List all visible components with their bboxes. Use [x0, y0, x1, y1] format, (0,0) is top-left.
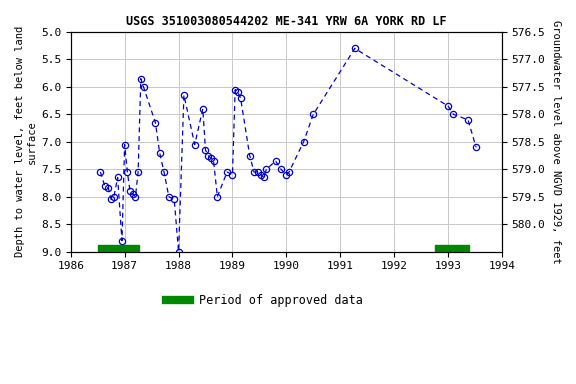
Y-axis label: Groundwater level above NGVD 1929, feet: Groundwater level above NGVD 1929, feet	[551, 20, 561, 264]
Title: USGS 351003080544202 ME-341 YRW 6A YORK RD LF: USGS 351003080544202 ME-341 YRW 6A YORK …	[126, 15, 446, 28]
Bar	[98, 245, 139, 252]
Bar	[435, 245, 468, 252]
Legend: Period of approved data: Period of approved data	[162, 289, 368, 312]
Y-axis label: Depth to water level, feet below land
surface: Depth to water level, feet below land su…	[15, 26, 37, 257]
